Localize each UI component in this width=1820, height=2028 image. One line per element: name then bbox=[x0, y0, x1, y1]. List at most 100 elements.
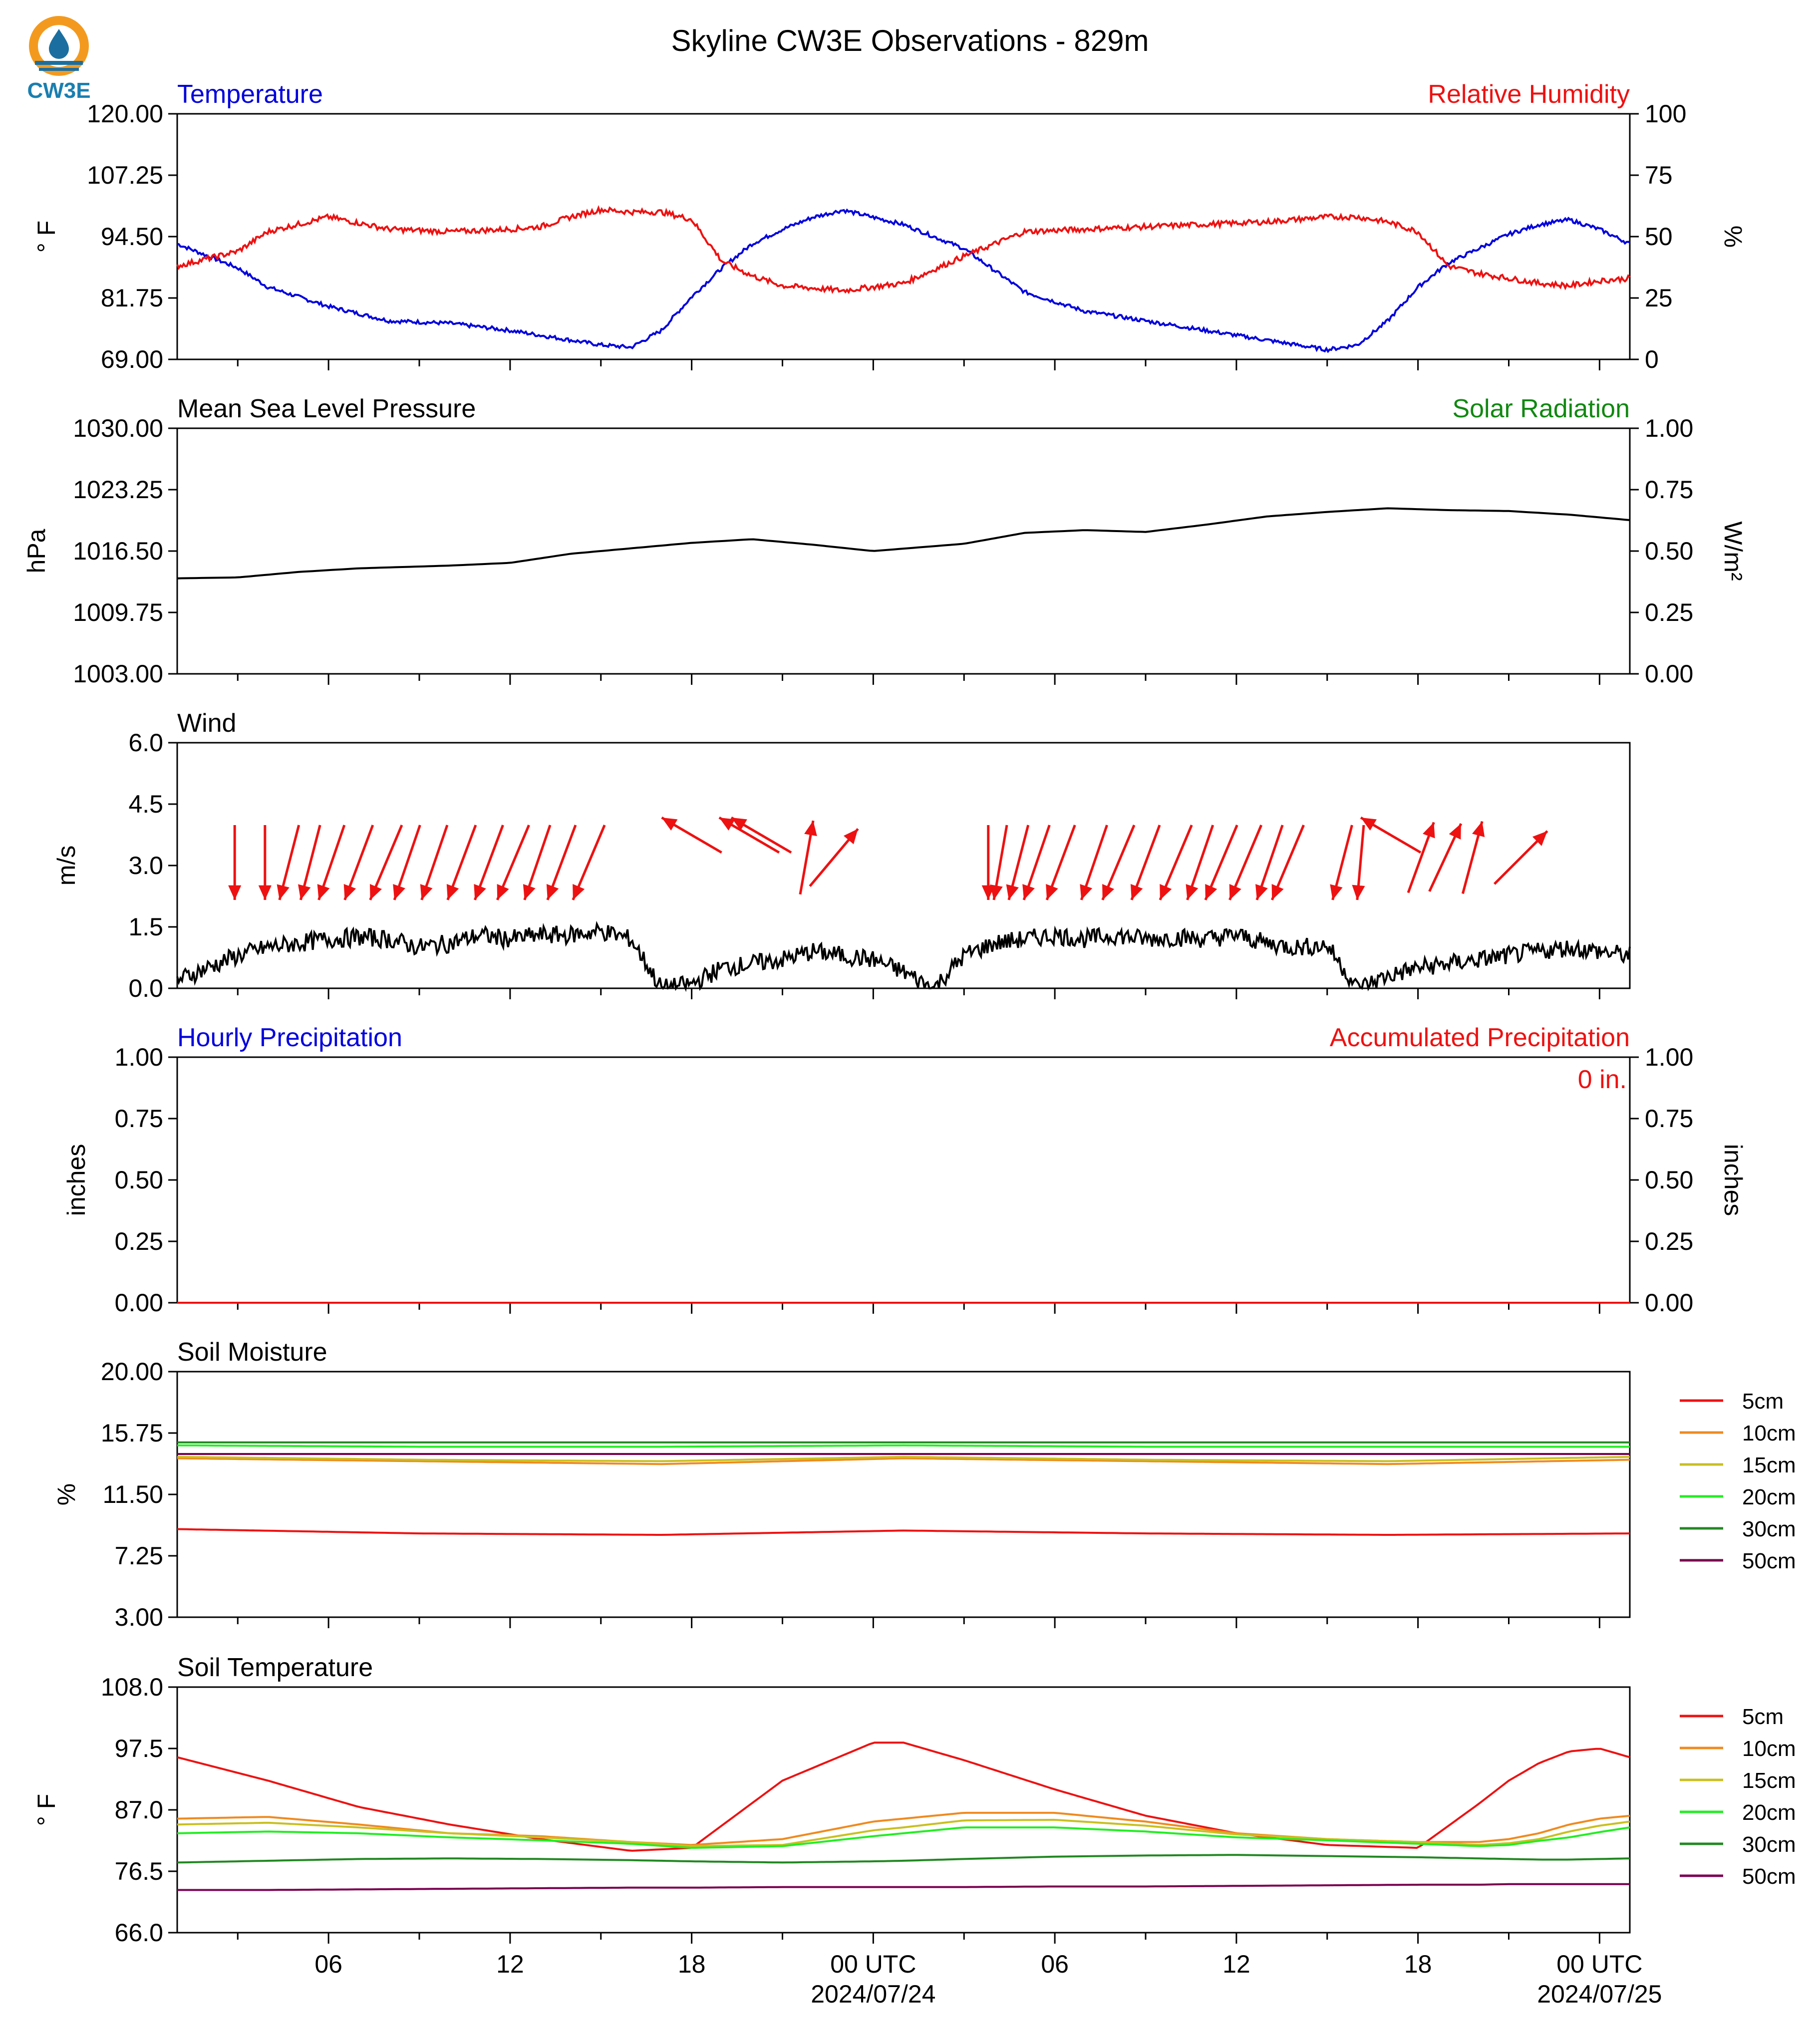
y-tick-label: 87.0 bbox=[115, 1796, 163, 1824]
y-tick-label-right: 50 bbox=[1645, 223, 1673, 251]
wind-arrow bbox=[1270, 825, 1305, 900]
x-tick-label: 00 UTC bbox=[830, 1950, 916, 1978]
plot-frame bbox=[176, 1686, 1631, 1934]
logo-drop-icon bbox=[49, 29, 69, 59]
y-axis-label: ° F bbox=[32, 221, 60, 253]
wind-arrow bbox=[1045, 825, 1076, 900]
x-tick-label: 12 bbox=[496, 1950, 524, 1978]
wind-arrow bbox=[1130, 825, 1161, 900]
panels: Temperature Relative Humidity 69.00 81.75 94… bbox=[22, 80, 1796, 2008]
series-line-wind bbox=[176, 920, 1631, 992]
accumulated-precip-total: 0 in. bbox=[1578, 1065, 1627, 1094]
wind-arrow bbox=[572, 825, 606, 900]
wind-arrow bbox=[730, 816, 792, 854]
y-tick-label: 1.00 bbox=[115, 1043, 163, 1071]
y-tick-label: 1009.75 bbox=[73, 598, 163, 626]
wind-arrow bbox=[393, 825, 421, 900]
wind-arrow bbox=[1006, 825, 1030, 900]
wind-arrow bbox=[446, 825, 477, 900]
x-date-label: 2024/07/24 bbox=[811, 1980, 935, 2008]
wind-arrow bbox=[546, 825, 577, 900]
y-tick-label: 0.00 bbox=[115, 1289, 163, 1317]
y-tick-label-right: 0.50 bbox=[1645, 537, 1693, 565]
y-tick-label-right: 0 bbox=[1645, 345, 1659, 373]
wind-arrow bbox=[228, 825, 242, 900]
legend-label: 15cm bbox=[1742, 1453, 1796, 1477]
panel-title: Wind bbox=[177, 709, 236, 738]
x-tick-label: 00 UTC bbox=[1556, 1950, 1642, 1978]
y-axis-label-right: W/m² bbox=[1719, 521, 1747, 580]
wind-arrow bbox=[799, 820, 817, 895]
panel-title-right: Solar Radiation bbox=[1452, 394, 1630, 423]
wind-arrow bbox=[1022, 825, 1051, 900]
y-tick-label: 1023.25 bbox=[73, 476, 163, 504]
y-tick-label-right: 0.50 bbox=[1645, 1166, 1693, 1194]
series-line-5cm bbox=[177, 1528, 1630, 1536]
cw3e-logo: CW3E bbox=[27, 16, 91, 103]
wind-arrow bbox=[990, 825, 1008, 900]
y-tick-label: 7.25 bbox=[115, 1542, 163, 1570]
plot-frame bbox=[176, 1371, 1631, 1618]
legend: 5cm 10cm 15cm 20cm 30cm 50cm bbox=[1680, 1389, 1796, 1573]
y-tick-label-right: 0.75 bbox=[1645, 1105, 1693, 1133]
wind-arrow bbox=[1493, 830, 1548, 885]
y-axis-label: inches bbox=[62, 1144, 90, 1216]
series-line-15cm bbox=[177, 1455, 1630, 1462]
panel-wind: Wind 0.0 1.5 3.0 4.5 6.0 m/s bbox=[52, 709, 1631, 1002]
y-tick-label: 0.0 bbox=[128, 974, 163, 1002]
panel-title-right: Accumulated Precipitation bbox=[1330, 1023, 1630, 1052]
plot-frame bbox=[176, 427, 1631, 675]
wind-arrow bbox=[1204, 825, 1238, 900]
y-tick-label: 66.0 bbox=[115, 1919, 163, 1947]
y-axis-label: hPa bbox=[22, 529, 50, 573]
x-tick-label: 18 bbox=[1404, 1950, 1432, 1978]
x-tick-label: 18 bbox=[678, 1950, 706, 1978]
y-tick-label-right: 0.25 bbox=[1645, 598, 1693, 626]
wind-arrow bbox=[1080, 825, 1108, 900]
y-axis-label-right: inches bbox=[1719, 1144, 1747, 1216]
plot-frame bbox=[176, 1056, 1631, 1304]
panel-title: Soil Moisture bbox=[177, 1338, 327, 1367]
panel-precip: Hourly Precipitation Accumulated Precipit… bbox=[62, 1023, 1747, 1317]
series-line-10cm bbox=[177, 1457, 1630, 1465]
y-tick-label-right: 0.00 bbox=[1645, 660, 1693, 688]
legend-label: 30cm bbox=[1742, 1517, 1796, 1541]
panel-temperature: Temperature Relative Humidity 69.00 81.75 94… bbox=[32, 80, 1747, 373]
series-line-relative-humidity bbox=[176, 205, 1631, 294]
legend-label: 5cm bbox=[1742, 1389, 1784, 1414]
wind-arrow bbox=[277, 825, 301, 900]
wind-arrow bbox=[420, 825, 449, 900]
wind-arrow bbox=[343, 825, 374, 900]
x-tick-label: 06 bbox=[1041, 1950, 1069, 1978]
series-line-temperature bbox=[177, 208, 1630, 353]
wind-arrow bbox=[474, 825, 504, 900]
y-tick-label: 1.5 bbox=[128, 913, 163, 941]
y-tick-label: 1030.00 bbox=[73, 414, 163, 442]
y-tick-label-right: 25 bbox=[1645, 284, 1673, 312]
legend-label: 10cm bbox=[1742, 1737, 1796, 1761]
wind-arrow bbox=[523, 825, 552, 900]
panel-title: Soil Temperature bbox=[177, 1653, 373, 1682]
y-axis-label-right: % bbox=[1719, 226, 1747, 248]
wind-arrow bbox=[496, 825, 530, 900]
y-tick-label: 0.75 bbox=[115, 1105, 163, 1133]
x-tick-label: 12 bbox=[1222, 1950, 1250, 1978]
logo-wave-2 bbox=[39, 68, 79, 71]
legend-label: 10cm bbox=[1742, 1421, 1796, 1446]
y-tick-label: 0.50 bbox=[115, 1166, 163, 1194]
series-line-20cm bbox=[177, 1444, 1630, 1448]
logo-text: CW3E bbox=[27, 78, 90, 103]
plot-frame bbox=[176, 742, 1631, 989]
panel-title: Temperature bbox=[177, 80, 323, 109]
y-tick-label-right: 100 bbox=[1645, 100, 1686, 128]
wind-arrow bbox=[1352, 825, 1365, 900]
wind-arrow bbox=[1428, 823, 1463, 892]
panel-soil_temperature: Soil Temperature 66.0 76.5 87.0 97.5 108.0 ° F… bbox=[32, 1653, 1796, 2008]
wind-arrow bbox=[809, 828, 859, 887]
wind-arrow bbox=[1159, 825, 1193, 900]
y-tick-label: 4.5 bbox=[128, 790, 163, 818]
y-tick-label: 0.25 bbox=[115, 1227, 163, 1255]
y-tick-label: 76.5 bbox=[115, 1857, 163, 1885]
y-axis-label: m/s bbox=[52, 846, 80, 886]
